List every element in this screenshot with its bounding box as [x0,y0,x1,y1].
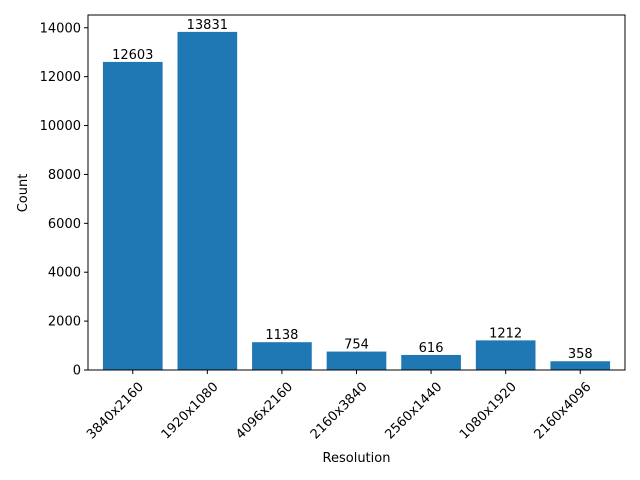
x-tick-label-4096x2160: 4096x2160 [233,380,296,443]
y-tick-label: 0 [73,364,81,379]
x-tick-label-1080x1920: 1080x1920 [457,380,520,443]
y-tick-label: 2000 [48,315,81,330]
x-tick-label-2160x4096: 2160x4096 [532,380,595,443]
bar-4096x2160 [252,342,312,370]
y-tick-label: 12000 [40,70,81,85]
x-axis-label: Resolution [323,451,391,466]
y-axis-label: Count [16,174,31,213]
x-tick-label-1920x1080: 1920x1080 [159,380,222,443]
data-label-4096x2160: 1138 [265,328,298,343]
bar-2160x4096 [550,361,611,370]
bar-1080x1920 [475,340,536,370]
bar-1920x1080 [177,31,238,370]
x-tick-label-2560x1440: 2560x1440 [382,380,445,443]
bar-2160x3840 [326,351,387,370]
x-tick-label-3840x2160: 3840x2160 [84,380,147,443]
y-tick-label: 8000 [48,168,81,183]
axes-frame [87,14,626,371]
data-label-1920x1080: 13831 [187,18,228,33]
bar-2560x1440 [401,354,461,370]
x-tick-label-2160x3840: 2160x3840 [308,380,371,443]
plot-area: 12603 13831 1138 754 616 1212 358 0 2000 4000 6000… [40,14,626,443]
y-tick-label: 4000 [48,266,81,281]
data-label-2160x4096: 358 [568,347,593,362]
bar-3840x2160 [102,61,163,370]
data-label-3840x2160: 12603 [112,48,153,63]
data-label-1080x1920: 1212 [489,326,522,341]
y-tick-label: 14000 [40,21,81,36]
data-label-2560x1440: 616 [419,341,444,356]
data-label-2160x3840: 754 [344,338,369,353]
y-tick-label: 6000 [48,217,81,232]
y-tick-label: 10000 [40,119,81,134]
